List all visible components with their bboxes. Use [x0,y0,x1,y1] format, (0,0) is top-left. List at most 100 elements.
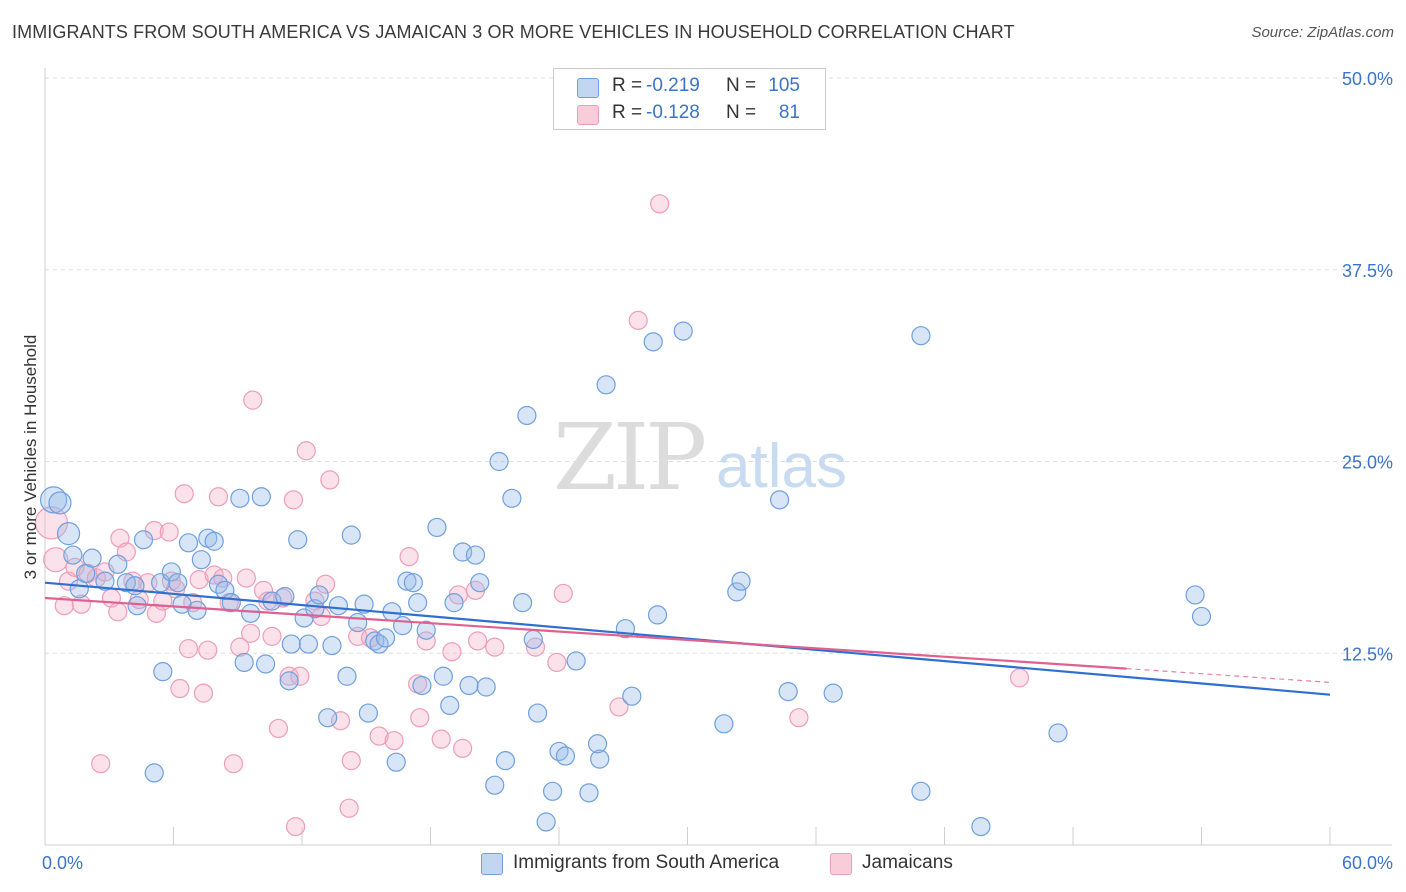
jamaicans-point [223,754,244,774]
y-tick-label: 37.5% [1342,261,1393,281]
jamaicans-point [189,570,209,590]
south-america-point [476,677,496,697]
south-america-point [255,654,276,674]
south-america-point [337,666,357,686]
jamaicans-point [241,623,261,643]
jamaicans-point [43,547,69,573]
legend-n-value: 81 [778,102,800,123]
south-america-point [161,562,181,582]
south-america-point [823,683,843,703]
legend-n-label: N = [726,75,757,96]
tick-labels: 12.5% 25.0% 37.5% 50.0% 0.0% 60.0% [42,69,1393,873]
jamaicans-point [198,640,218,660]
jamaicans-point [170,678,190,699]
trend-lines [44,581,1331,696]
jamaicans-point [174,484,194,504]
south-america-point [144,763,164,783]
y-tick-label: 50.0% [1342,69,1393,89]
south-america-point [470,573,490,593]
watermark-zip: ZIP [553,404,704,511]
jamaicans-point [650,194,670,214]
jamaicans-point [416,631,436,651]
south-america-point [489,451,509,472]
south-america-point [298,634,319,654]
south-america-point [643,332,663,352]
south-america-point [48,491,72,515]
south-america-point [281,634,301,654]
south-america-point [1191,606,1212,627]
south-america-point [769,490,790,510]
jamaicans-point [193,683,214,703]
south-america-point [465,545,486,565]
south-america-point [309,585,329,605]
south-america-point [397,571,417,591]
south-america-point [108,554,128,574]
jamaicans-point [339,798,359,818]
jamaicans-point [279,666,299,686]
legend-swatch-blue [481,853,503,875]
legend-swatch-pink [577,105,599,125]
legend-r-value: -0.219 [646,75,700,96]
jamaicans-point [91,754,111,774]
legend-row-south-america: R = -0.219 N = 105 [554,74,825,100]
south-america-point [911,326,931,346]
jamaicans-point [290,666,310,686]
jamaicans-point [315,574,336,594]
south-america-point [714,714,734,734]
south-america-point [279,671,299,691]
jamaicans-point [108,602,128,622]
jamaicans-point [320,470,340,490]
south-america-point [512,593,533,613]
south-america-point [133,530,154,550]
jamaicans-point [159,522,179,542]
south-america-point [358,703,378,723]
jamaicans-point [1009,668,1030,688]
legend-r-value: -0.128 [646,102,700,123]
south-america-point [322,635,342,656]
south-america-point [596,375,616,395]
south-america-point [386,752,406,772]
watermark: ZIP atlas [553,404,847,511]
south-america-point [251,487,271,507]
south-america-point [153,662,173,682]
south-america-point [178,533,199,553]
stats-legend: R = -0.219 N = 105 R = -0.128 N = 81 [553,68,826,130]
jamaicans-point [431,729,451,749]
south-america-point [39,486,68,514]
south-america-point [412,675,432,696]
jamaicans-point [341,751,361,771]
jamaicans-point [410,708,430,728]
south-america-point [527,703,548,723]
south-america-point [971,816,991,837]
jamaicans-point [262,626,282,646]
jamaicans-point [236,568,256,588]
south-america-point [433,666,453,686]
x-tick-label: 0.0% [42,853,83,873]
south-america-point [579,783,599,803]
jamaicans-point [230,637,250,657]
bottom-legend-jamaicans[interactable]: Jamaicans [830,852,980,876]
jamaicans-trend-extension [1126,667,1331,683]
legend-swatch-blue [577,78,599,98]
legend-n-label: N = [726,102,757,123]
jamaicans-point [243,390,263,410]
south-america-point [328,596,349,616]
south-america-point [56,521,81,546]
axes [44,68,1392,846]
south-america-point [403,573,423,593]
legend-r-label: R = [612,102,643,123]
south-america-point [727,582,747,602]
south-america-point [590,749,610,769]
south-america-point [191,550,211,570]
legend-swatch-pink [830,853,852,875]
jamaicans-point [283,490,304,510]
jamaicans-point [285,816,306,837]
south-america-point [318,708,338,728]
bottom-legend-south-america[interactable]: Immigrants from South America [481,852,811,876]
jamaicans-trend-line [44,596,1127,670]
south-america-point [341,525,361,545]
jamaicans-point [553,583,573,604]
south-america-point [408,593,428,613]
jamaicans-point [399,547,419,567]
